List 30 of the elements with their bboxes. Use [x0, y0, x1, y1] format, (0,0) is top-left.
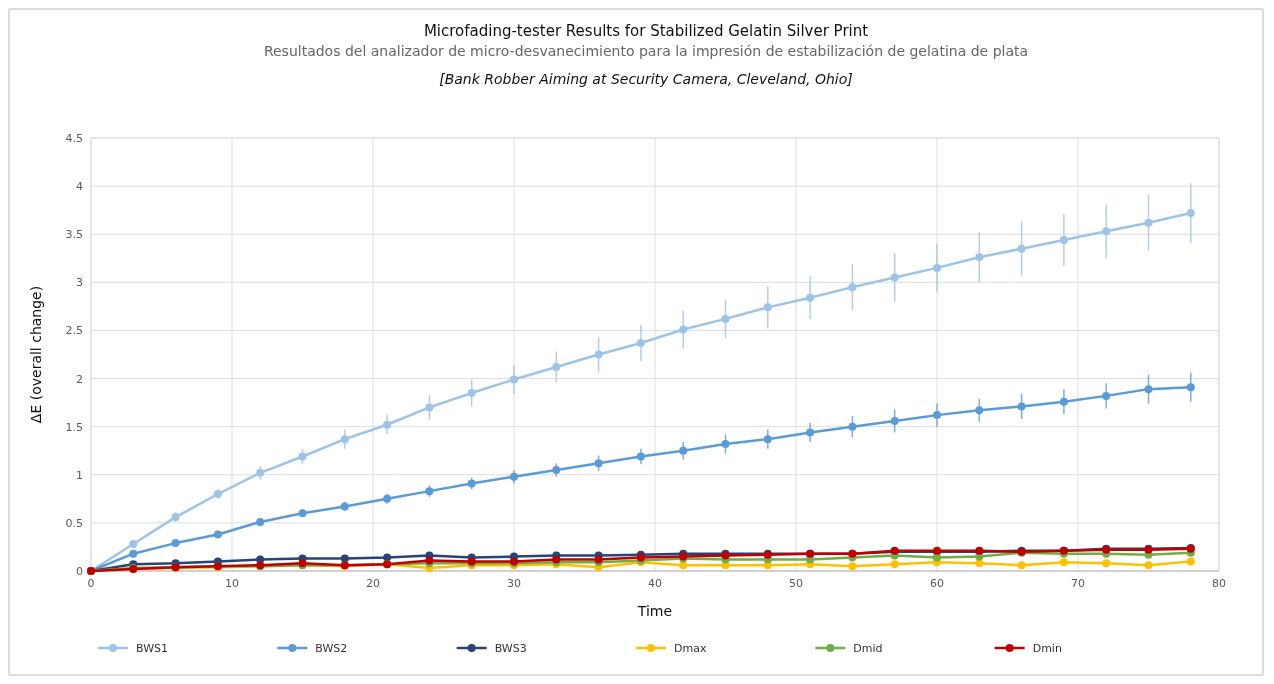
x-tick-label: 80 [1212, 577, 1226, 590]
legend-label: Dmax [674, 642, 707, 655]
x-tick-label: 50 [789, 577, 803, 590]
x-tick-label: 40 [648, 577, 662, 590]
x-tick-label: 60 [930, 577, 944, 590]
y-tick-label: 3 [76, 276, 83, 290]
legend-label: BWS3 [494, 642, 527, 655]
x-axis-title: Time [636, 603, 673, 619]
x-tick-label: 10 [225, 577, 239, 590]
x-tick-label: 20 [366, 577, 380, 590]
legend-label: BWS2 [315, 642, 348, 655]
chart-subtitle: Resultados del analizador de micro-desvanecimiento para la impresión de estabilización de gelatina de plata [263, 43, 1029, 59]
y-tick-label: 2 [76, 372, 83, 386]
text: [Bank Robber Aiming at Security Camera, Cleveland, Ohio] [439, 71, 853, 87]
legend-label: BWS1 [136, 642, 169, 655]
y-axis-title: ΔE (overall change) [28, 285, 44, 424]
x-tick-label: 0 [87, 577, 95, 590]
y-tick-label: 4 [76, 180, 83, 194]
y-tick-label: 1.5 [65, 420, 83, 434]
y-tick-label: 1 [76, 468, 83, 482]
x-tick-label: 70 [1071, 577, 1085, 590]
y-tick-label: 4.5 [65, 132, 83, 145]
y-tick-label: 3.5 [65, 228, 83, 242]
chart-title: Microfading-tester Results for Stabilized Gelatin Silver Print [423, 22, 869, 40]
y-tick-label: 0 [76, 565, 83, 578]
legend-label: Dmid [853, 642, 883, 655]
x-tick-label: 30 [507, 577, 521, 590]
y-tick-label: 0.5 [65, 516, 83, 530]
legend-label: Dmin [1032, 642, 1062, 655]
y-tick-label: 2.5 [65, 324, 83, 338]
